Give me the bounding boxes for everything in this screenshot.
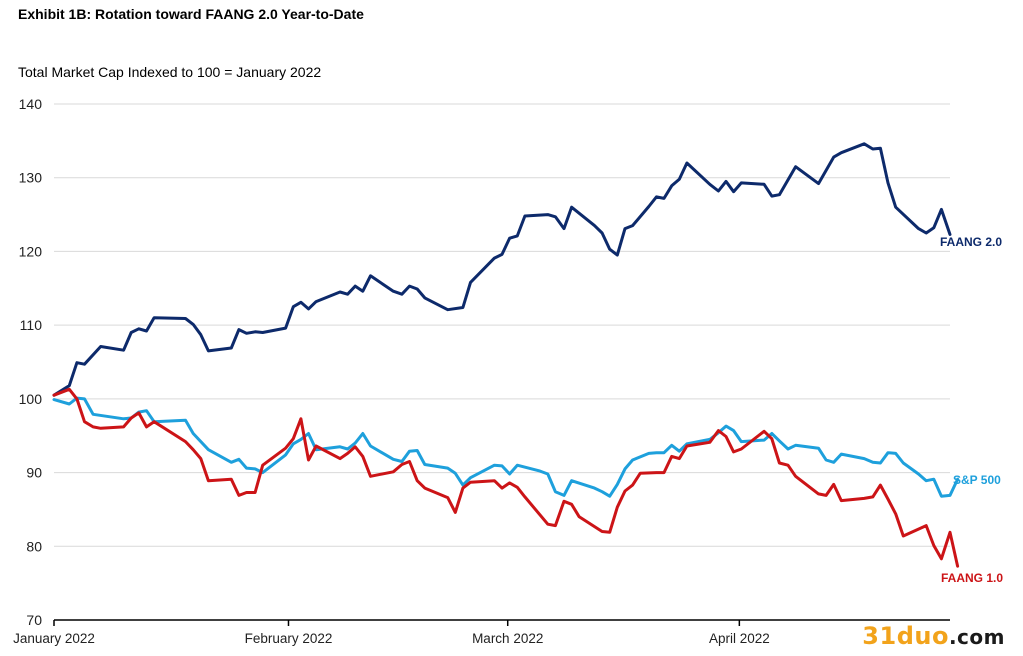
y-tick-label: 100 — [19, 391, 43, 407]
series-labels: FAANG 2.0 S&P 500 FAANG 1.0 — [940, 235, 1003, 585]
y-tick-label: 130 — [19, 170, 43, 186]
x-tick-label: January 2022 — [13, 631, 95, 646]
sp500-line — [52, 396, 960, 498]
watermark-suffix: .com — [948, 625, 1005, 649]
series-label-faang-1: FAANG 1.0 — [941, 571, 1003, 585]
y-tick-label: 90 — [26, 465, 42, 481]
chart-subtitle: Total Market Cap Indexed to 100 = Januar… — [18, 64, 322, 80]
series-label-faang-2: FAANG 2.0 — [940, 235, 1002, 249]
y-axis-tick-labels: 70 80 90 100 110 120 130 140 — [19, 96, 43, 628]
chart-title: Exhibit 1B: Rotation toward FAANG 2.0 Ye… — [18, 6, 364, 22]
y-tick-label: 110 — [20, 317, 43, 333]
series-lines — [52, 142, 960, 568]
y-tick-label: 70 — [26, 612, 42, 628]
faang-1-line — [52, 387, 960, 568]
watermark-text: 31duo — [862, 622, 949, 650]
x-tick-label: February 2022 — [245, 631, 333, 646]
y-tick-label: 140 — [19, 96, 43, 112]
x-tick-label: April 2022 — [709, 631, 770, 646]
x-tick-label: March 2022 — [472, 631, 543, 646]
watermark-logo: 31duo.com — [862, 622, 1005, 650]
series-label-sp500: S&P 500 — [953, 473, 1001, 487]
y-tick-label: 80 — [26, 538, 42, 554]
gridlines — [54, 103, 950, 547]
x-axis: January 2022 February 2022 March 2022 April… — [13, 619, 950, 646]
y-tick-label: 120 — [19, 243, 43, 259]
faang-2-line — [52, 142, 952, 397]
